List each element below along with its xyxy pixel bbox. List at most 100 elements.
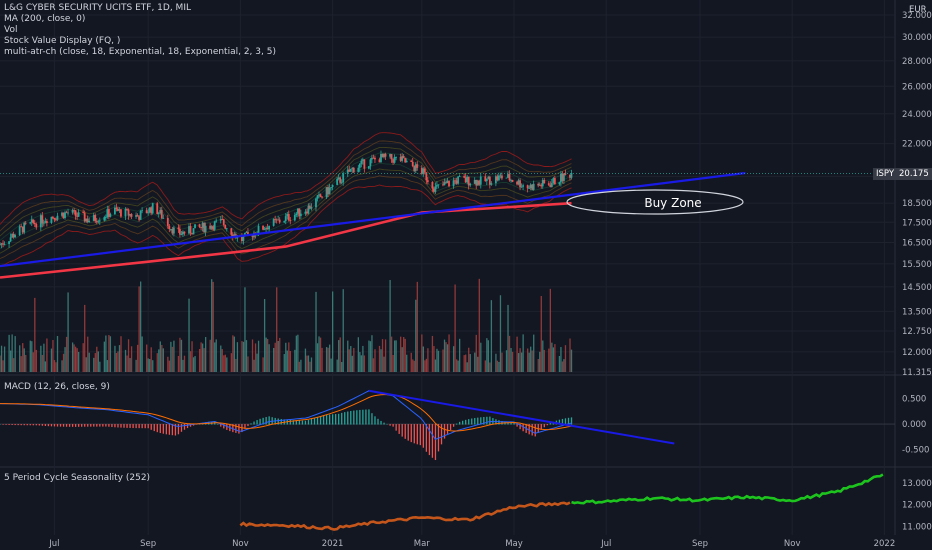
macd-histogram-bar	[17, 424, 19, 426]
buy-zone-annotation[interactable]: Buy Zone	[566, 189, 744, 215]
candle-body	[454, 180, 456, 182]
candle-body	[442, 184, 444, 186]
macd-histogram-bar	[232, 424, 234, 433]
volume-bar	[82, 343, 84, 372]
candle-body	[328, 187, 331, 195]
symbol-title[interactable]: L&G CYBER SECURITY UCITS ETF, 1D, MIL	[4, 3, 191, 13]
macd-histogram-bar	[29, 424, 31, 426]
price-axis: 32.00030.00028.00026.00024.00022.00020.0…	[902, 11, 932, 532]
candle-body	[558, 182, 561, 185]
candle-body	[268, 225, 271, 230]
currency-label: EUR	[909, 5, 927, 15]
candle-body	[39, 215, 42, 228]
candle-body	[62, 212, 65, 219]
volume-bar	[167, 356, 169, 372]
macd-histogram-bar	[265, 417, 267, 425]
candle-body	[159, 209, 162, 214]
macd-histogram-bar	[93, 424, 95, 427]
candle-body	[98, 220, 101, 222]
macd-histogram-bar	[455, 423, 458, 425]
candle-body	[263, 229, 266, 231]
indicator-atr-channel[interactable]: multi-atr-ch (close, 18, Exponential, 18…	[4, 47, 276, 57]
volume-bar	[31, 341, 33, 372]
volume-bar	[400, 336, 402, 372]
macd-histogram-bar	[0, 424, 1, 425]
volume-bar	[76, 348, 78, 372]
candle-body	[71, 210, 74, 213]
seasonality-legend[interactable]: 5 Period Cycle Seasonality (252)	[4, 473, 151, 483]
macd-histogram-bar	[71, 424, 74, 427]
macd-histogram-bar	[510, 422, 512, 425]
candle-body	[169, 228, 172, 230]
time-tick-label: Jul	[600, 539, 611, 549]
volume-bar	[549, 288, 552, 372]
macd-histogram-bar	[150, 424, 152, 430]
candle-body	[423, 168, 426, 173]
volume-bar	[490, 300, 493, 372]
macd-histogram-bar	[549, 423, 552, 425]
volume-bar	[254, 343, 257, 372]
candle-body	[138, 216, 140, 220]
last-price-tag: 20.175	[896, 168, 932, 180]
candle-body	[293, 215, 296, 221]
volume-bar	[533, 334, 535, 372]
candle-body	[422, 168, 425, 174]
candle-body	[76, 215, 79, 217]
volume-bar	[235, 358, 237, 372]
macd-histogram-bar	[226, 424, 228, 430]
macd-histogram-bar	[74, 424, 77, 427]
volume-bar	[256, 353, 258, 372]
volume-bar	[477, 356, 479, 372]
candle-body	[371, 157, 373, 160]
symbol-tag: ISPY	[873, 168, 898, 180]
candle-body	[519, 180, 521, 188]
volume-bar	[273, 347, 275, 372]
candle-body	[520, 186, 523, 188]
volume-bar	[446, 344, 449, 372]
macd-histogram-bar	[38, 424, 41, 426]
volume-bar	[463, 355, 465, 372]
macd-histogram-bar	[280, 418, 282, 425]
macd-legend[interactable]: MACD (12, 26, close, 9)	[4, 382, 110, 392]
volume-bar	[390, 336, 393, 372]
candle-body	[124, 208, 127, 217]
macd-histogram-bar	[132, 424, 134, 429]
indicator-vol[interactable]: Vol	[4, 25, 18, 35]
macd-histogram-bar	[377, 418, 379, 425]
macd-histogram-bar	[153, 424, 155, 432]
macd-histogram-bar	[141, 424, 143, 429]
volume-bar	[359, 352, 361, 372]
volume-bar	[244, 287, 246, 372]
volume-bar	[97, 351, 99, 372]
volume-bar	[422, 346, 425, 372]
volume-bar	[215, 339, 217, 372]
price-tick-label: 13.500	[902, 307, 932, 317]
volume-bar	[316, 343, 319, 372]
candle-body	[550, 183, 553, 187]
macd-histogram-bar	[41, 424, 44, 426]
volume-bar	[484, 360, 486, 372]
volume-bar	[62, 353, 65, 372]
candle-body	[498, 175, 500, 181]
macd-histogram-bar	[8, 424, 10, 425]
volume-bar	[14, 336, 16, 372]
volume-bar	[171, 346, 174, 372]
volume-bar	[93, 357, 95, 372]
volume-bar	[146, 344, 148, 372]
candle-body	[212, 226, 215, 230]
volume-bar	[368, 340, 370, 372]
price-pane	[0, 132, 895, 372]
volume-bar	[413, 360, 415, 372]
buy-zone-ellipse[interactable]	[566, 189, 744, 215]
macd-histogram-bar	[316, 416, 319, 425]
candle-body	[160, 209, 163, 219]
candle-body	[266, 227, 269, 230]
indicator-stock-value[interactable]: Stock Value Display (FQ, )	[4, 36, 121, 46]
macd-histogram-bar	[301, 420, 304, 425]
macd-histogram-bar	[413, 424, 415, 444]
candle-body	[569, 174, 571, 178]
volume-bar	[277, 340, 279, 372]
time-tick-label: 2021	[322, 539, 344, 549]
indicator-ma[interactable]: MA (200, close, 0)	[4, 14, 86, 24]
